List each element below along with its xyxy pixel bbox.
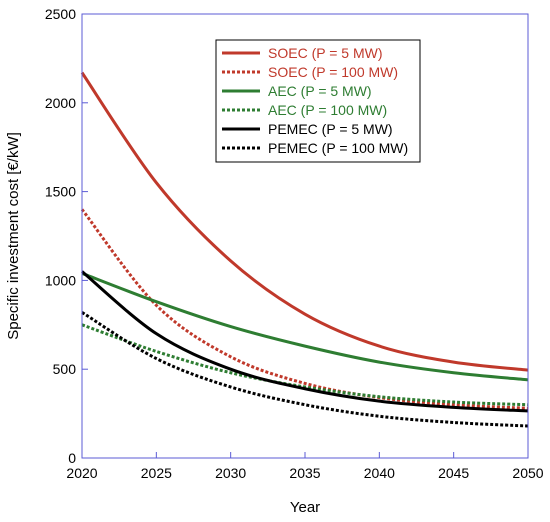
y-tick-label: 2500	[45, 6, 76, 22]
series-line-5	[81, 270, 529, 413]
axis-ticks: 2020 2025 2030 2035 2040 2045 2050 0 500 1000 1500…	[45, 6, 544, 481]
y-tick-label: 1000	[45, 272, 76, 288]
x-tick-label: 2040	[364, 465, 395, 481]
series-line-3	[81, 271, 529, 382]
x-tick-label: 2035	[289, 465, 320, 481]
series-line-6	[81, 311, 529, 428]
plot-layer	[80, 71, 529, 428]
x-axis-label: Year	[290, 499, 320, 516]
legend-label: SOEC (P = 100 MW)	[268, 64, 398, 80]
legend-label: AEC (P = 5 MW)	[268, 83, 372, 99]
series-line-2	[80, 208, 529, 410]
x-tick-label: 2020	[66, 465, 97, 481]
x-tick-label: 2050	[512, 465, 543, 481]
x-tick-label: 2030	[215, 465, 246, 481]
x-tick-label: 2045	[438, 465, 469, 481]
legend-label: SOEC (P = 5 MW)	[268, 45, 382, 61]
y-tick-label: 1500	[45, 184, 76, 200]
legend-label: PEMEC (P = 5 MW)	[268, 121, 393, 137]
legend-label: PEMEC (P = 100 MW)	[268, 140, 408, 156]
y-tick-label: 0	[68, 450, 76, 466]
y-axis-label: Specific investment cost [€/kW]	[5, 132, 22, 340]
y-tick-label: 2000	[45, 95, 76, 111]
x-tick-label: 2025	[141, 465, 172, 481]
series-line-1	[80, 71, 529, 372]
legend: SOEC (P = 5 MW) SOEC (P = 100 MW) AEC (P =…	[215, 39, 421, 163]
y-tick-label: 500	[53, 361, 77, 377]
legend-label: AEC (P = 100 MW)	[268, 102, 387, 118]
legend-box	[215, 39, 421, 163]
series-line-4	[81, 323, 529, 407]
